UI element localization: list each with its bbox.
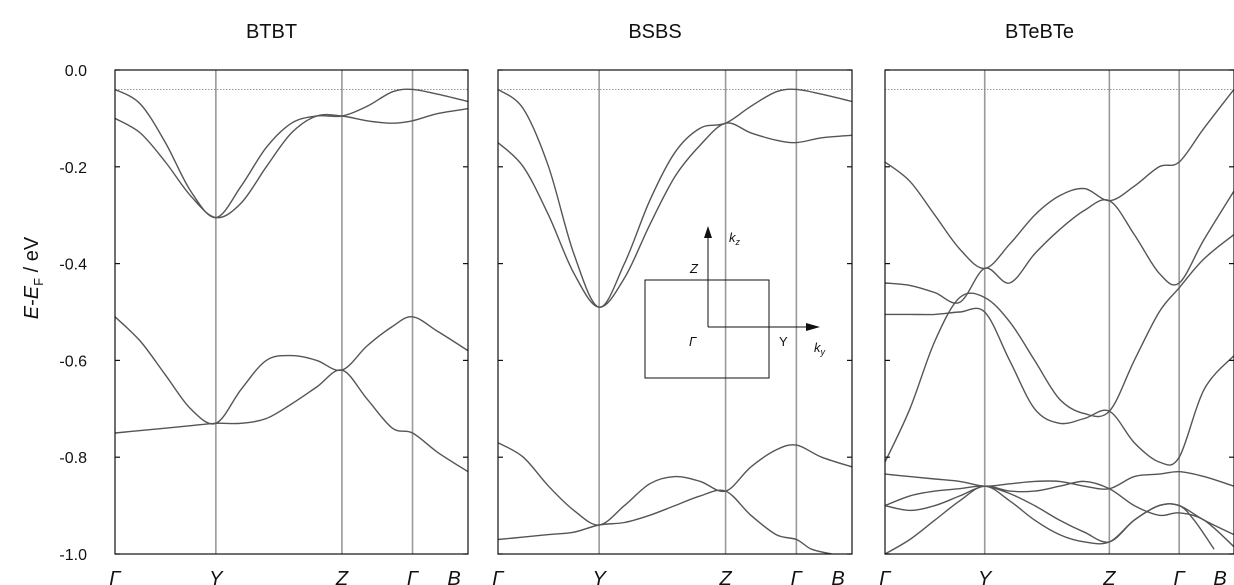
ytick-label: -0.4 (59, 257, 87, 274)
band-line (498, 442, 852, 526)
band-line (885, 485, 1234, 543)
kpoint-label: Γ (791, 568, 804, 585)
kpoint-label: Γ (109, 568, 122, 585)
kpoint-label: Γ (407, 568, 420, 585)
band-line (885, 190, 1234, 304)
y-axis-label: E-EF / eV (21, 236, 46, 319)
band-line (115, 88, 468, 219)
ky-arrowhead (806, 323, 820, 331)
plot-frame (884, 69, 1234, 555)
panel-title: BSBS (628, 21, 681, 43)
band-line (498, 88, 852, 308)
ytick-label: 0.0 (65, 63, 87, 80)
plot-frame (497, 69, 853, 555)
band-line (115, 316, 468, 425)
kpoint-label: Γ (1173, 568, 1186, 585)
brillouin-zone-box (644, 279, 770, 379)
kz-label: kz (729, 230, 741, 247)
ytick-label: -0.2 (59, 160, 87, 177)
ky-label: ky (814, 340, 826, 357)
kpoint-label: Z (718, 568, 732, 585)
band-line (885, 470, 1234, 490)
ytick-label: -0.6 (59, 353, 87, 370)
kpoint-label: Γ (492, 568, 505, 585)
panel-2: BTeBTe Γ Y Z Γ B (879, 21, 1234, 585)
kpoint-label: Y (592, 568, 607, 585)
bands (115, 88, 468, 473)
y-point-label: Y (779, 334, 788, 349)
kpoint-label: Y (209, 568, 224, 585)
kpoint-label: Z (335, 568, 349, 585)
kpoint-label: Z (1102, 568, 1116, 585)
band-line (885, 307, 1234, 466)
gamma-point-label: Γ (689, 334, 697, 349)
band-line (115, 108, 468, 219)
panel-title: BTeBTe (1005, 21, 1074, 43)
band-line (498, 122, 852, 308)
band-line (885, 88, 1234, 270)
band-line (885, 485, 1215, 554)
kpoint-label: B (447, 568, 460, 585)
ytick-label: -1.0 (59, 547, 87, 564)
kpoint-label: B (1213, 568, 1226, 585)
kpoint-label: B (831, 568, 844, 585)
panel-title: BTBT (246, 21, 297, 43)
band-line (885, 480, 1234, 548)
ytick-label: -0.8 (59, 450, 87, 467)
band-line (498, 489, 832, 554)
brillouin-zone-inset: kz ky Z Γ Y (644, 226, 826, 379)
kpoint-label: Y (978, 568, 993, 585)
band-line (885, 234, 1234, 463)
panel-0: BTBT 0.0 -0.2 -0.4 -0.6 -0.8 -1.0 Γ Y Z Γ B (59, 21, 469, 585)
z-point-label: Z (689, 261, 699, 276)
kz-arrowhead (704, 226, 712, 238)
panels: BTBT 0.0 -0.2 -0.4 -0.6 -0.8 -1.0 Γ Y Z Γ B BSBS Γ Y Z Γ… (59, 21, 1234, 585)
band-line (115, 369, 468, 473)
kpoint-label: Γ (879, 568, 892, 585)
panel-1: BSBS Γ Y Z Γ Bkz ky Z Γ Y (492, 21, 853, 585)
bands (885, 88, 1234, 554)
plot-frame (114, 69, 469, 555)
bands (498, 88, 852, 554)
